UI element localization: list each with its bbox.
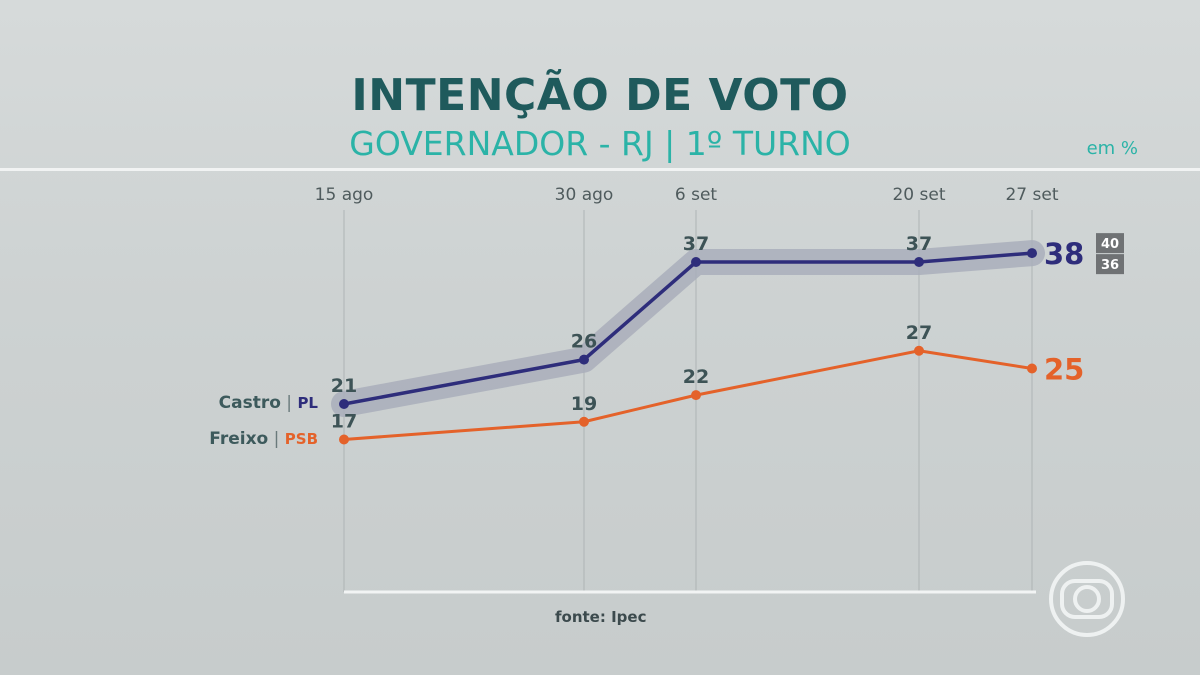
castro-point — [914, 257, 924, 267]
x-tick-label: 27 set — [1005, 185, 1058, 205]
x-tick-label: 30 ago — [555, 185, 614, 205]
margin-lower-label: 36 — [1101, 258, 1119, 273]
castro-data-label: 37 — [683, 233, 709, 255]
freixo-data-label: 19 — [571, 393, 597, 415]
castro-point — [1027, 248, 1037, 259]
castro-point — [691, 257, 701, 267]
x-tick-label: 6 set — [675, 185, 718, 205]
x-tick-label: 20 set — [892, 185, 945, 205]
chart-subtitle: GOVERNADOR - RJ | 1º TURNO — [349, 124, 851, 163]
castro-legend-label: Castro | PL — [219, 393, 319, 413]
chart-title: INTENÇÃO DE VOTO — [351, 70, 849, 121]
castro-point — [579, 354, 589, 365]
source-label: fonte: Ipec — [555, 608, 647, 626]
margin-lower-box — [1096, 254, 1124, 275]
freixo-point — [339, 434, 349, 445]
freixo-end-label: 25 — [1044, 353, 1084, 387]
x-tick-label: 15 ago — [315, 185, 374, 205]
freixo-data-label: 17 — [331, 411, 357, 433]
header-divider — [0, 168, 1200, 171]
freixo-data-label: 22 — [683, 366, 709, 388]
globo-logo-icon — [1049, 561, 1125, 637]
freixo-legend-label: Freixo | PSB — [209, 429, 318, 449]
margin-upper-label: 40 — [1101, 237, 1119, 252]
freixo-point — [914, 345, 924, 356]
unit-label: em % — [1086, 138, 1138, 159]
castro-point — [339, 399, 349, 409]
margin-upper-box — [1096, 233, 1124, 254]
castro-data-label: 37 — [906, 233, 932, 255]
freixo-point — [579, 416, 589, 427]
castro-end-label: 38 — [1044, 237, 1084, 271]
freixo-point — [1027, 363, 1037, 374]
castro-data-label: 26 — [571, 331, 597, 353]
freixo-data-label: 27 — [906, 322, 932, 344]
freixo-point — [691, 390, 701, 401]
castro-data-label: 21 — [331, 375, 357, 397]
